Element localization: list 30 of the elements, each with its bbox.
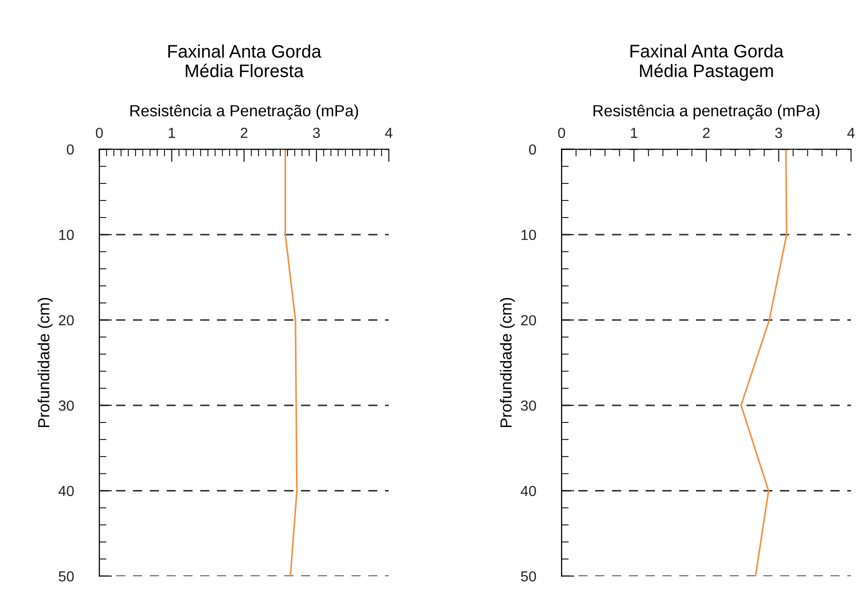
x-tick-label: 2 xyxy=(703,128,710,138)
y-tick-label: 50 xyxy=(58,571,74,582)
y-tick-label: 20 xyxy=(521,315,536,326)
x-tick-label: 3 xyxy=(312,128,320,138)
y-tick-label: 10 xyxy=(521,230,536,240)
x-tick-label: 0 xyxy=(558,128,566,138)
chart-subtitle: Média Floresta xyxy=(186,64,304,78)
y-tick-label: 40 xyxy=(58,486,74,496)
x-tick-label: 1 xyxy=(631,128,638,138)
chart-title: Faxinal Anta Gorda xyxy=(168,44,322,58)
x-tick-label: 4 xyxy=(385,128,392,138)
x-axis-title: Resistência a penetração (mPa) xyxy=(594,104,820,120)
y-tick-label: 30 xyxy=(520,400,536,411)
chart-title: Faxinal Anta Gorda xyxy=(630,44,784,58)
x-tick-label: 0 xyxy=(96,128,103,138)
chart-subtitle: Média Pastagem xyxy=(640,64,773,81)
y-tick-label: 50 xyxy=(520,571,536,582)
y-tick-label: 0 xyxy=(66,144,74,155)
y-axis-title: Profundidade (cm) xyxy=(500,298,515,428)
x-tick-label: 2 xyxy=(240,128,248,138)
y-tick-label: 40 xyxy=(520,486,536,496)
y-tick-label: 10 xyxy=(59,230,74,240)
x-tick-label: 1 xyxy=(168,128,176,138)
y-tick-label: 30 xyxy=(58,400,74,411)
x-tick-label: 3 xyxy=(775,128,782,138)
y-tick-label: 0 xyxy=(529,144,536,155)
y-tick-label: 20 xyxy=(58,315,74,326)
x-tick-label: 4 xyxy=(847,128,855,138)
x-axis-title: Resistência a Penetração (mPa) xyxy=(130,104,358,120)
y-axis-title: Profundidade (cm) xyxy=(38,298,53,428)
